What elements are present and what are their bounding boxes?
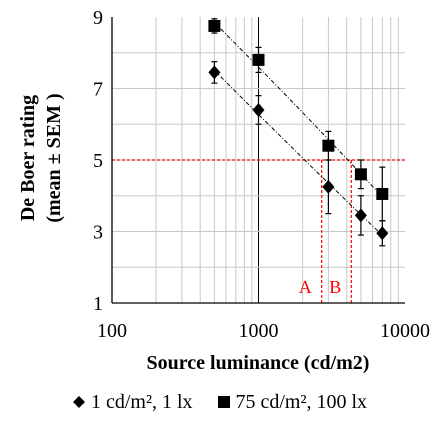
annotation-label-b: B xyxy=(329,277,341,297)
y-tick-label: 9 xyxy=(93,7,103,29)
x-tick-label: 100 xyxy=(97,320,127,342)
square-marker-point xyxy=(322,139,335,152)
diamond-marker-point xyxy=(322,179,335,194)
x-axis-title: Source luminance (cd/m2) xyxy=(147,352,370,374)
trend-lines xyxy=(214,22,383,236)
trend-line-1 xyxy=(214,69,383,236)
reference-lines xyxy=(112,159,405,303)
legend: 1 cd/m², 1 lx 75 cd/m², 100 lx xyxy=(0,391,439,415)
x-tick-label: 10000 xyxy=(380,320,430,342)
y-axis-title-line1: De Boer rating xyxy=(17,95,39,221)
data-markers xyxy=(208,19,389,241)
labels: A B 1 3 5 7 9 100 1000 10000 Source luminance (cd/… xyxy=(17,7,430,374)
square-marker-point xyxy=(252,53,265,66)
diamond-marker-point xyxy=(208,65,221,80)
axes xyxy=(111,17,405,304)
annotation-label-a: A xyxy=(299,277,312,297)
chart-svg: A B 1 3 5 7 9 100 1000 10000 Source luminance (cd/… xyxy=(17,7,430,374)
diamond-marker-point xyxy=(376,226,389,241)
square-marker-point xyxy=(208,19,221,32)
y-tick-label: 5 xyxy=(93,150,103,172)
square-marker-point xyxy=(354,168,367,181)
y-tick-label: 7 xyxy=(93,79,103,101)
y-axis-title-line2: (mean ± SEM ) xyxy=(43,93,65,222)
y-tick-label: 3 xyxy=(93,222,103,244)
trend-line-2 xyxy=(214,22,383,198)
diamond-marker-point xyxy=(252,102,265,117)
legend-label-1: 1 cd/m², 1 lx xyxy=(90,391,193,413)
square-marker-point xyxy=(376,187,389,200)
square-marker-icon xyxy=(217,392,231,415)
x-tick-label: 1000 xyxy=(239,320,279,342)
y-tick-label: 1 xyxy=(93,293,103,315)
diamond-marker-point xyxy=(354,208,367,223)
diamond-marker-icon xyxy=(72,392,86,415)
legend-label-2: 75 cd/m², 100 lx xyxy=(235,391,368,413)
